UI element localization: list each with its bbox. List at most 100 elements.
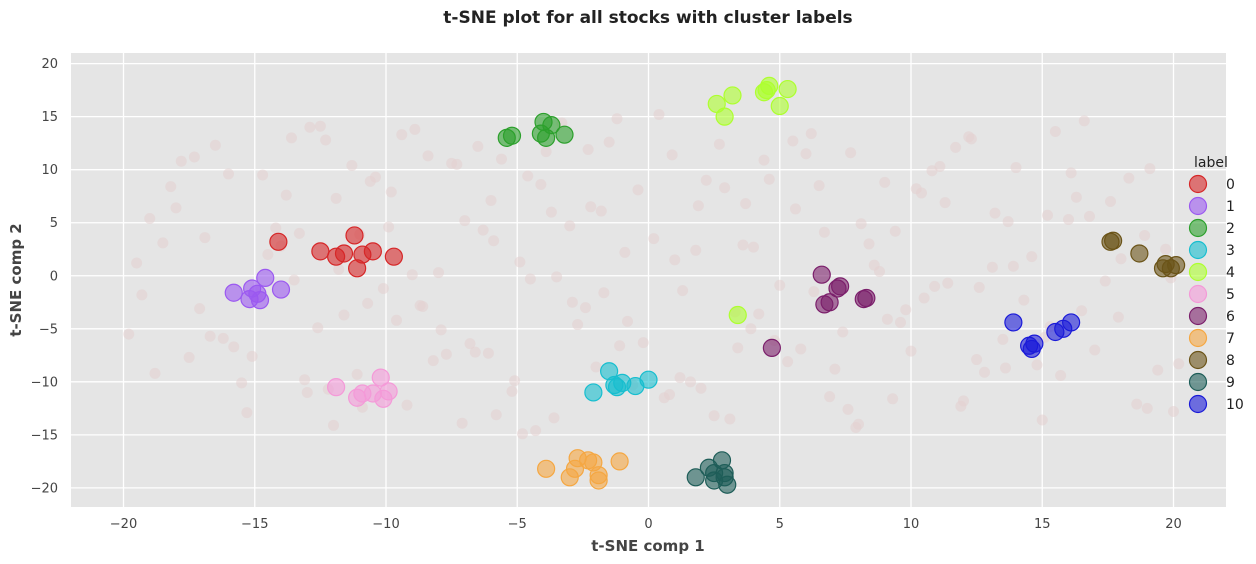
background-point bbox=[1160, 243, 1172, 255]
background-point bbox=[603, 136, 615, 148]
background-point bbox=[874, 266, 885, 278]
cluster-6-point bbox=[762, 338, 781, 357]
legend-label-1: 1 bbox=[1226, 199, 1235, 215]
background-point bbox=[422, 150, 434, 162]
background-point bbox=[719, 182, 731, 194]
background-point bbox=[837, 326, 849, 338]
cluster-1-point bbox=[224, 283, 243, 302]
x-tick-labels: −20 −15 −10 −5 0 5 10 15 20 bbox=[110, 517, 1182, 532]
background-point bbox=[566, 296, 578, 308]
background-point bbox=[800, 148, 812, 160]
legend: label 0 1 2 3 4 5 6 7 8 9 10 bbox=[1188, 155, 1244, 414]
background-point bbox=[188, 151, 200, 163]
background-point bbox=[217, 332, 229, 344]
cluster-10-point bbox=[1025, 334, 1044, 353]
background-point bbox=[1010, 162, 1022, 174]
cluster-4-point bbox=[728, 305, 747, 325]
background-point bbox=[223, 168, 234, 180]
background-point bbox=[1002, 216, 1014, 228]
background-point bbox=[658, 392, 670, 404]
background-point bbox=[1152, 364, 1164, 376]
background-point bbox=[881, 313, 893, 325]
legend-label-8: 8 bbox=[1226, 353, 1235, 369]
background-point bbox=[790, 203, 801, 215]
background-point bbox=[637, 337, 649, 349]
background-point bbox=[889, 225, 901, 237]
cluster-2-point bbox=[502, 126, 522, 145]
y-tick-label: 15 bbox=[41, 110, 58, 125]
background-point bbox=[312, 322, 324, 334]
background-point bbox=[564, 220, 576, 232]
background-point bbox=[199, 232, 211, 244]
background-point bbox=[934, 161, 946, 172]
background-point bbox=[774, 279, 786, 291]
background-points bbox=[123, 109, 1185, 440]
grid-lines bbox=[71, 53, 1226, 507]
background-point bbox=[270, 222, 282, 234]
background-point bbox=[692, 200, 704, 212]
legend-label-7: 7 bbox=[1226, 331, 1235, 347]
legend-marker-7 bbox=[1188, 328, 1208, 348]
legend-title: label bbox=[1194, 155, 1228, 171]
background-point bbox=[666, 149, 678, 161]
background-point bbox=[677, 285, 689, 297]
background-point bbox=[1063, 214, 1074, 226]
background-point bbox=[648, 233, 660, 245]
cluster-0-point bbox=[345, 226, 364, 245]
background-point bbox=[818, 226, 830, 238]
background-point bbox=[939, 197, 951, 209]
background-point bbox=[674, 372, 686, 384]
legend-marker-5 bbox=[1188, 284, 1208, 304]
background-point bbox=[522, 170, 534, 182]
background-point bbox=[440, 348, 452, 360]
legend-marker-8 bbox=[1188, 350, 1208, 370]
legend-marker-4 bbox=[1188, 262, 1208, 282]
background-point bbox=[514, 256, 526, 268]
background-point bbox=[293, 227, 305, 239]
background-point bbox=[1078, 115, 1090, 127]
background-point bbox=[853, 418, 864, 430]
background-point bbox=[346, 159, 358, 171]
background-point bbox=[900, 304, 912, 316]
background-point bbox=[979, 366, 990, 378]
y-tick-label: 5 bbox=[50, 216, 58, 231]
background-point bbox=[194, 303, 206, 315]
background-point bbox=[136, 289, 148, 301]
background-point bbox=[299, 374, 311, 386]
background-point bbox=[611, 113, 623, 125]
background-point bbox=[1173, 358, 1185, 370]
cluster-6-point bbox=[831, 277, 850, 296]
background-point bbox=[517, 428, 528, 440]
background-point bbox=[328, 419, 339, 431]
background-point bbox=[580, 302, 591, 314]
legend-marker-3 bbox=[1188, 240, 1208, 260]
cluster-8-point bbox=[1130, 244, 1149, 263]
background-point bbox=[280, 189, 292, 201]
background-point bbox=[1031, 359, 1043, 371]
background-point bbox=[451, 158, 463, 170]
legend-marker-9 bbox=[1188, 372, 1208, 392]
background-point bbox=[585, 201, 597, 213]
background-point bbox=[973, 281, 985, 293]
background-point bbox=[950, 141, 962, 153]
background-point bbox=[986, 261, 998, 273]
background-point bbox=[509, 375, 521, 387]
background-point bbox=[304, 121, 316, 133]
background-point bbox=[724, 413, 736, 425]
background-point bbox=[708, 410, 720, 422]
legend-label-0: 0 bbox=[1226, 177, 1235, 193]
background-point bbox=[314, 120, 326, 132]
background-point bbox=[1089, 344, 1101, 356]
background-point bbox=[1105, 196, 1116, 208]
background-point bbox=[745, 323, 757, 335]
background-point bbox=[236, 377, 248, 389]
background-point bbox=[496, 153, 507, 165]
background-point bbox=[417, 301, 429, 313]
cluster-0-point bbox=[269, 232, 288, 251]
cluster-4-point bbox=[770, 96, 789, 116]
background-point bbox=[598, 287, 610, 299]
background-point bbox=[971, 354, 983, 366]
background-point bbox=[288, 274, 300, 286]
cluster-5-point bbox=[327, 378, 346, 397]
x-tick-label: 15 bbox=[1034, 517, 1051, 532]
